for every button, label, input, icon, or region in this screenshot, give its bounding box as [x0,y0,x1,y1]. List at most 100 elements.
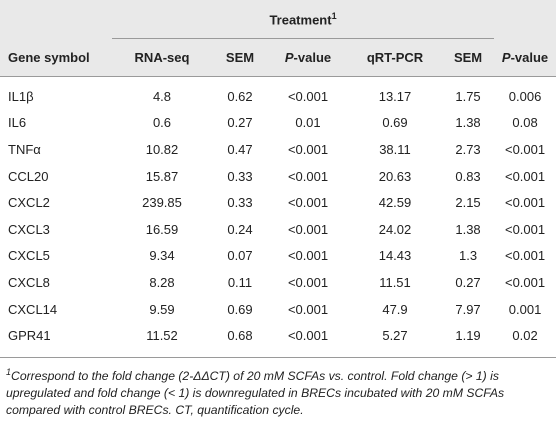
column-header: SEM [442,38,495,77]
value-cell: 13.17 [378,88,412,104]
superscript: 1 [6,366,12,377]
header-text: SEM [225,50,255,65]
value-cell: 0.33 [227,168,253,184]
value-cell: 11.52 [112,322,212,358]
value-cell: 2.73 [455,141,481,157]
value-cell: <0.001 [287,301,329,317]
value-cell: 9.34 [149,248,175,264]
gene-cell: CXCL5 [8,248,50,264]
table-row: IL1β 4.8 0.62 <0.001 13.17 1.75 0.006 [0,77,556,110]
value-cell: 0.68 [212,322,268,358]
value-cell: 0.69 [382,115,408,131]
footnote: 1Correspond to the fold change (2-ΔΔCT) … [0,358,556,419]
header-text: SEM [453,50,483,65]
table-row: IL6 0.6 0.27 0.01 0.69 1.38 0.08 [0,110,556,137]
value-cell: <0.001 [504,168,546,184]
header-text: -value [293,50,332,65]
gene-cell: CCL20 [8,168,49,184]
data-table: Treatment1 Gene symbol RNA-seq SEM P-value q… [0,0,556,358]
value-cell: 0.27 [227,115,253,131]
group-header-text: Treatment [269,12,332,28]
table-row: CXCL8 8.28 0.11 <0.001 11.51 0.27 <0.001 [0,269,556,296]
value-cell: 7.97 [455,301,481,317]
value-cell: <0.001 [268,322,348,358]
value-cell: <0.001 [287,274,329,290]
column-header: P-value [494,38,556,77]
value-cell: 14.43 [378,248,412,264]
value-cell: 9.59 [149,301,175,317]
table-row: CXCL3 16.59 0.24 <0.001 24.02 1.38 <0.001 [0,216,556,243]
value-cell: <0.001 [287,88,329,104]
value-cell: 8.28 [149,274,175,290]
value-cell: 0.24 [227,221,253,237]
value-cell: 0.02 [494,322,556,358]
value-cell: <0.001 [287,141,329,157]
table-row: TNFα 10.82 0.47 <0.001 38.11 2.73 <0.001 [0,136,556,163]
gene-cell: IL6 [8,115,27,131]
column-header: RNA-seq [112,38,212,77]
italic-text: P [501,49,511,65]
value-cell: 5.27 [348,322,442,358]
value-cell: 0.07 [227,248,253,264]
gene-cell: TNFα [8,141,41,157]
italic-text: P [284,50,294,65]
value-cell: 0.62 [227,88,253,104]
value-cell: 42.59 [378,195,412,211]
header-text: qRT-PCR [366,50,424,65]
value-cell: <0.001 [504,221,546,237]
column-header: P-value [268,38,348,77]
value-cell: 4.8 [152,88,172,104]
value-cell: 0.6 [152,115,172,131]
value-cell: 0.47 [227,141,253,157]
superscript: 1 [331,10,337,21]
value-cell: 1.38 [455,221,481,237]
header-text: RNA-seq [134,50,190,65]
value-cell: <0.001 [504,195,546,211]
value-cell: 0.08 [512,115,538,131]
value-cell: 239.85 [142,195,182,211]
table-row: CXCL14 9.59 0.69 <0.001 47.9 7.97 0.001 [0,296,556,323]
value-cell: 1.75 [455,88,481,104]
gene-cell: IL1β [8,88,34,104]
gene-cell: GPR41 [0,322,112,358]
gene-cell: CXCL2 [8,195,50,211]
column-header: Gene symbol [0,38,112,77]
table-header: Treatment1 Gene symbol RNA-seq SEM P-value q… [0,0,556,77]
value-cell: 0.69 [227,301,253,317]
value-cell: 10.82 [145,141,179,157]
gene-cell: CXCL3 [8,221,50,237]
value-cell: 0.001 [508,301,542,317]
value-cell: 0.27 [455,274,481,290]
table-row: GPR41 11.52 0.68 <0.001 5.27 1.19 0.02 [0,322,556,358]
footnote-text: Correspond to the fold change (2-ΔΔCT) o… [6,369,505,417]
header-text: -value [510,49,549,65]
table-row: CCL20 15.87 0.33 <0.001 20.63 0.83 <0.001 [0,163,556,190]
value-cell: 0.01 [295,115,321,131]
value-cell: 1.19 [442,322,495,358]
value-cell: 20.63 [378,168,412,184]
group-header: Treatment1 [112,0,495,39]
value-cell: <0.001 [504,274,546,290]
value-cell: <0.001 [504,248,546,264]
table-row: CXCL5 9.34 0.07 <0.001 14.43 1.3 <0.001 [0,243,556,270]
value-cell: <0.001 [287,248,329,264]
value-cell: <0.001 [287,221,329,237]
value-cell: <0.001 [287,168,329,184]
value-cell: 47.9 [382,301,408,317]
value-cell: 0.33 [227,195,253,211]
table-row: CXCL2 239.85 0.33 <0.001 42.59 2.15 <0.001 [0,189,556,216]
gene-cell: CXCL8 [8,274,50,290]
value-cell: 0.83 [455,168,481,184]
value-cell: <0.001 [287,195,329,211]
value-cell: 1.38 [455,115,481,131]
column-header: SEM [212,38,268,77]
value-cell: 11.51 [379,274,411,290]
value-cell: 38.11 [379,141,411,157]
column-header: qRT-PCR [348,38,442,77]
value-cell: 0.11 [227,274,253,290]
value-cell: 15.87 [145,168,179,184]
value-cell: 16.59 [145,221,179,237]
header-text: Gene symbol [8,49,90,65]
value-cell: 0.006 [508,88,542,104]
